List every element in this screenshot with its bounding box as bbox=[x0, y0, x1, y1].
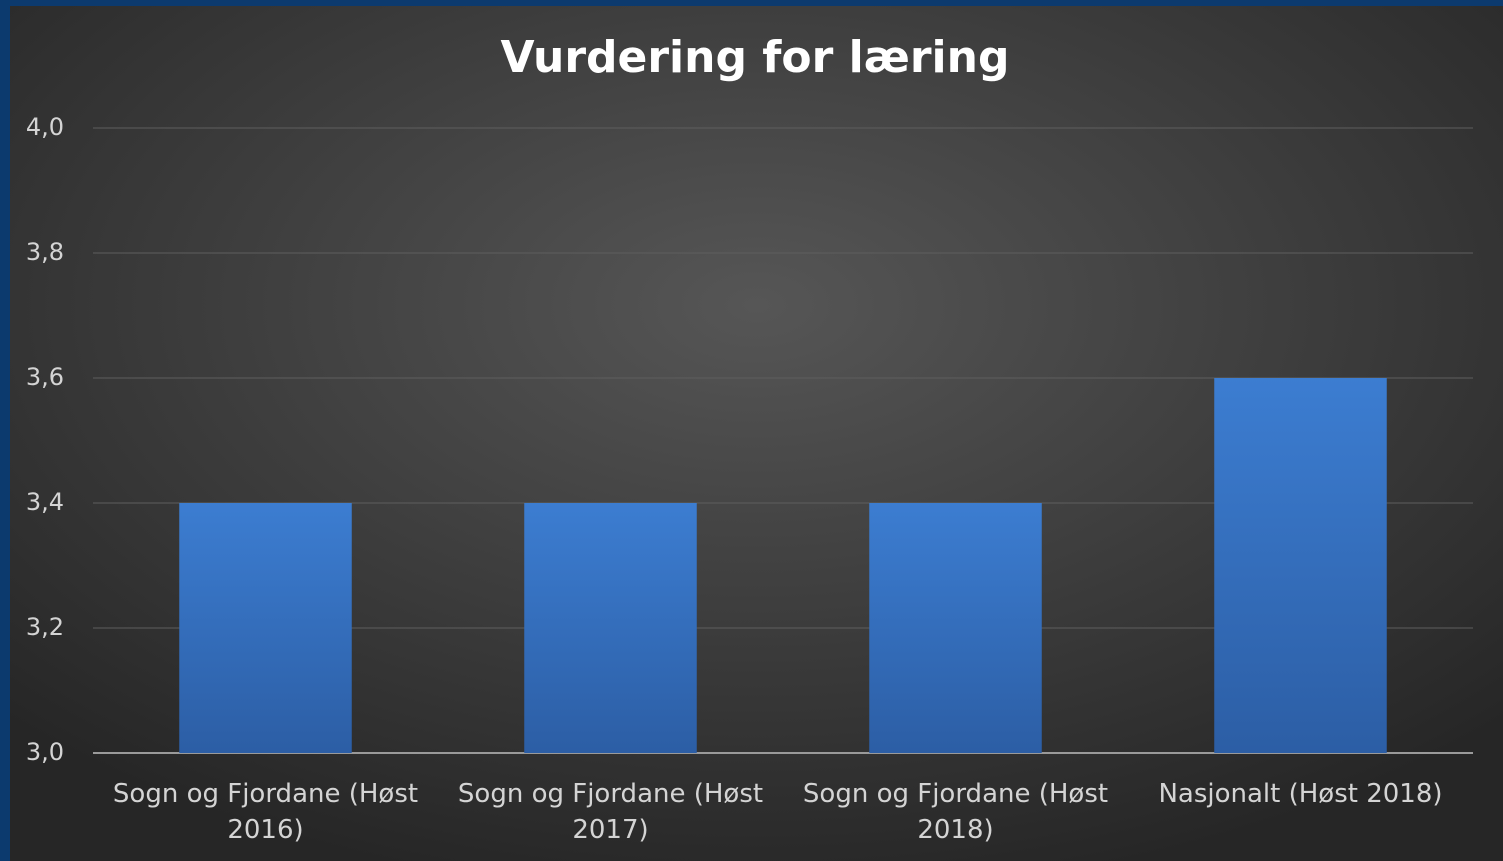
y-tick-label: 3,4 bbox=[26, 488, 64, 516]
x-tick-label: Sogn og Fjordane (Høst 2016) bbox=[112, 779, 419, 845]
x-tick-label: Nasjonalt (Høst 2018) bbox=[1158, 779, 1443, 809]
bar bbox=[1214, 378, 1387, 753]
bar bbox=[869, 503, 1042, 753]
x-tick-label: Sogn og Fjordane (Høst 2018) bbox=[802, 779, 1109, 845]
bar bbox=[524, 503, 697, 753]
y-tick-label: 3,2 bbox=[26, 613, 64, 641]
bar bbox=[179, 503, 352, 753]
y-tick-label: 4,0 bbox=[26, 113, 64, 141]
y-tick-label: 3,8 bbox=[26, 238, 64, 266]
chart-title: Vurdering for læring bbox=[501, 32, 1010, 83]
y-tick-label: 3,0 bbox=[26, 738, 64, 766]
x-tick-label: Sogn og Fjordane (Høst 2017) bbox=[457, 779, 764, 845]
y-tick-label: 3,6 bbox=[26, 363, 64, 391]
